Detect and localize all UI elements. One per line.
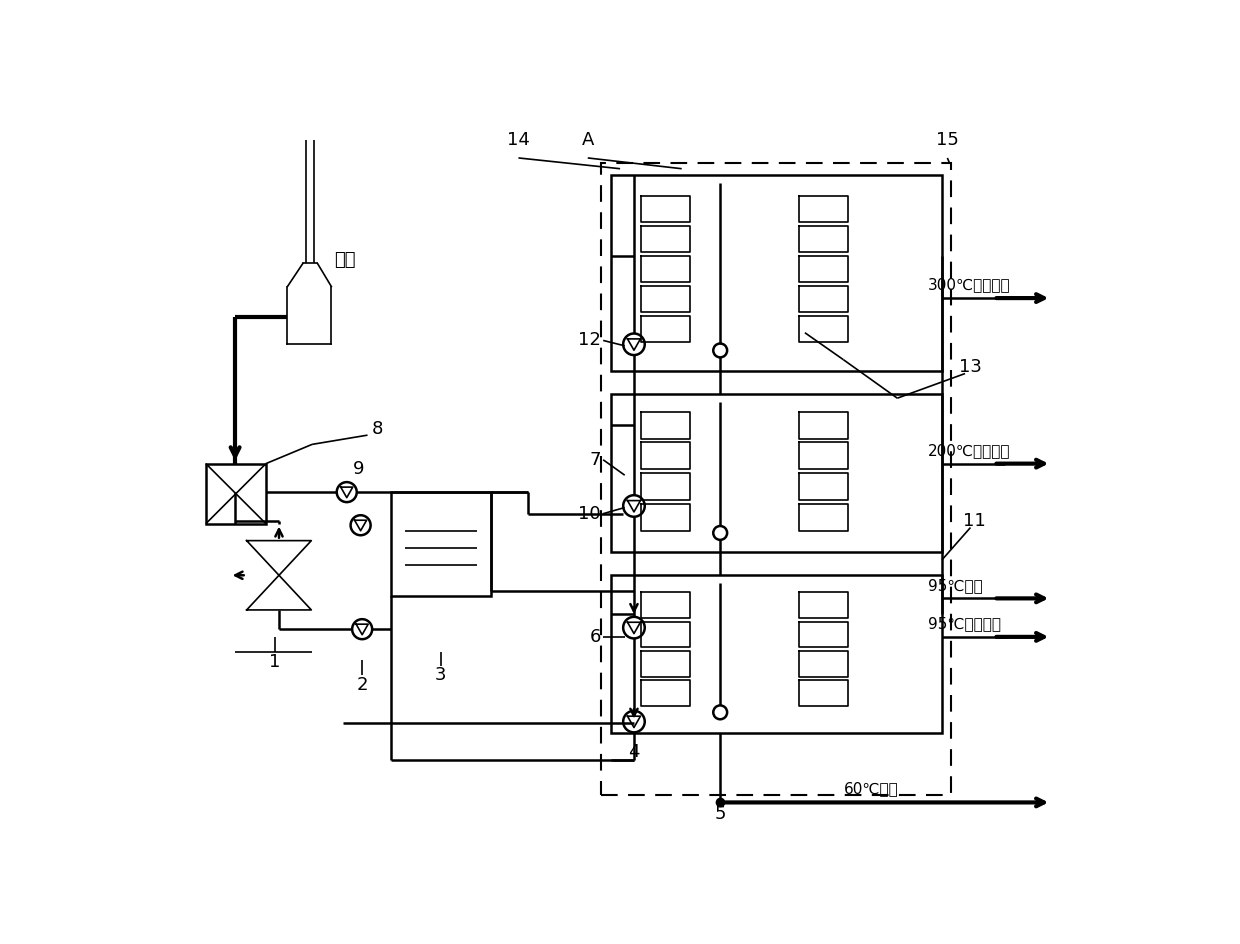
Text: 12: 12: [578, 331, 601, 349]
Bar: [611, 395, 942, 552]
Text: 300℃换热输出: 300℃换热输出: [928, 278, 1011, 293]
Text: 200℃换热输出: 200℃换热输出: [928, 443, 1011, 458]
Text: A: A: [582, 131, 594, 149]
Text: 11: 11: [963, 513, 986, 531]
Text: 2: 2: [356, 676, 368, 694]
Text: 5: 5: [714, 805, 725, 823]
Text: 95℃输出: 95℃输出: [928, 579, 983, 594]
Bar: [391, 492, 491, 596]
Bar: [611, 175, 942, 371]
Text: 锅炉: 锅炉: [334, 250, 355, 269]
Text: 15: 15: [936, 131, 959, 149]
Bar: [601, 163, 951, 795]
Circle shape: [713, 705, 727, 719]
Text: 9: 9: [352, 460, 365, 478]
Text: 60℃输出: 60℃输出: [843, 781, 898, 796]
Bar: [611, 575, 942, 733]
Text: 10: 10: [578, 505, 601, 523]
Text: 14: 14: [507, 131, 529, 149]
Circle shape: [713, 526, 727, 540]
Text: 13: 13: [959, 359, 982, 377]
Text: 3: 3: [435, 666, 446, 684]
Text: 4: 4: [629, 743, 640, 762]
Text: 95℃换热输出: 95℃换热输出: [928, 616, 1001, 632]
Text: 8: 8: [372, 420, 383, 438]
Bar: [206, 464, 265, 524]
Text: 6: 6: [589, 628, 601, 646]
Text: 1: 1: [269, 652, 280, 670]
Circle shape: [713, 344, 727, 358]
Text: 7: 7: [589, 451, 601, 469]
